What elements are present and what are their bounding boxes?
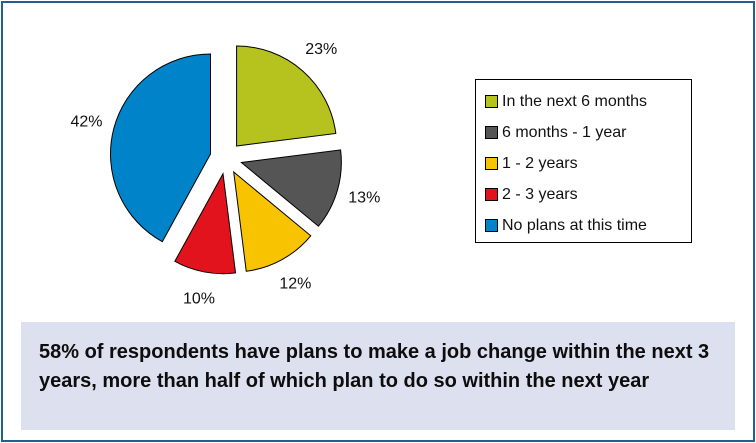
slice-data-label: 23% — [305, 41, 337, 58]
legend-item: No plans at this time — [485, 210, 691, 241]
legend-item: 1 - 2 years — [485, 148, 691, 179]
legend-label: 6 months - 1 year — [502, 123, 627, 141]
legend: In the next 6 months 6 months - 1 year 1… — [475, 79, 692, 243]
legend-swatch — [485, 95, 498, 108]
legend-item: In the next 6 months — [485, 86, 691, 117]
pie-slice — [240, 149, 342, 227]
legend-swatch — [485, 188, 498, 201]
legend-swatch — [485, 126, 498, 139]
legend-swatch — [485, 219, 498, 232]
pie-slice — [233, 170, 312, 272]
pie-chart: 23% 13% 12% 10% 42% — [71, 41, 381, 308]
pie-slice — [174, 172, 237, 275]
legend-label: 1 - 2 years — [502, 154, 578, 172]
slice-data-label: 13% — [348, 189, 380, 206]
legend-label: 2 - 3 years — [502, 185, 578, 203]
caption-text: 58% of respondents have plans to make a … — [39, 341, 710, 392]
pie-slice — [110, 53, 212, 243]
legend-label: In the next 6 months — [502, 92, 647, 110]
pie-slice — [236, 45, 337, 147]
legend-item: 6 months - 1 year — [485, 117, 691, 148]
slice-data-label: 12% — [279, 275, 311, 292]
slice-data-label: 10% — [183, 291, 215, 308]
legend-swatch — [485, 157, 498, 170]
slice-data-label: 42% — [71, 113, 103, 130]
summary-caption: 58% of respondents have plans to make a … — [21, 322, 735, 430]
legend-label: No plans at this time — [502, 216, 647, 234]
legend-item: 2 - 3 years — [485, 179, 691, 210]
